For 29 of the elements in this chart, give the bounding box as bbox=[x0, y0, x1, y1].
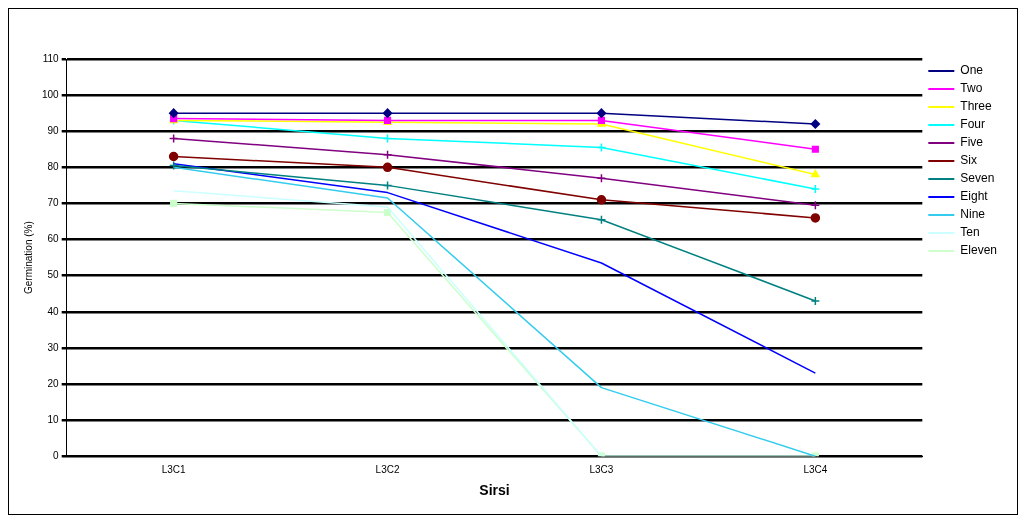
x-tick-label: L3C2 bbox=[375, 463, 400, 475]
legend-label: Five bbox=[960, 135, 984, 150]
y-tick-label: 30 bbox=[47, 341, 60, 353]
legend-label: Six bbox=[960, 153, 977, 168]
y-tick-label: 100 bbox=[42, 88, 60, 100]
legend-label: Seven bbox=[960, 171, 995, 186]
x-tick-label: L3C3 bbox=[589, 463, 614, 475]
legend-label: Ten bbox=[960, 225, 980, 240]
y-tick-label: 20 bbox=[47, 377, 60, 389]
x-tick-label: L3C1 bbox=[161, 463, 187, 475]
legend-label: Eleven bbox=[960, 243, 998, 258]
y-tick-label: 70 bbox=[47, 197, 60, 209]
x-axis-title: Sirsi bbox=[479, 482, 510, 499]
y-tick-label: 0 bbox=[53, 449, 60, 461]
legend-label: One bbox=[960, 63, 984, 78]
y-axis-title: Germination (%) bbox=[22, 221, 34, 295]
legend-label: Two bbox=[960, 81, 983, 96]
y-tick-label: 110 bbox=[42, 52, 60, 64]
x-tick-label: L3C4 bbox=[803, 463, 828, 475]
y-tick-label: 50 bbox=[47, 269, 60, 281]
legend-label: Eight bbox=[960, 189, 989, 204]
legend-label: Nine bbox=[960, 207, 986, 222]
y-tick-label: 40 bbox=[47, 305, 60, 317]
y-tick-label: 10 bbox=[47, 413, 60, 425]
y-tick-label: 80 bbox=[47, 161, 60, 173]
y-tick-label: 60 bbox=[47, 233, 60, 245]
legend-label: Three bbox=[960, 99, 992, 114]
legend-label: Four bbox=[960, 117, 985, 132]
y-tick-label: 90 bbox=[47, 124, 60, 136]
